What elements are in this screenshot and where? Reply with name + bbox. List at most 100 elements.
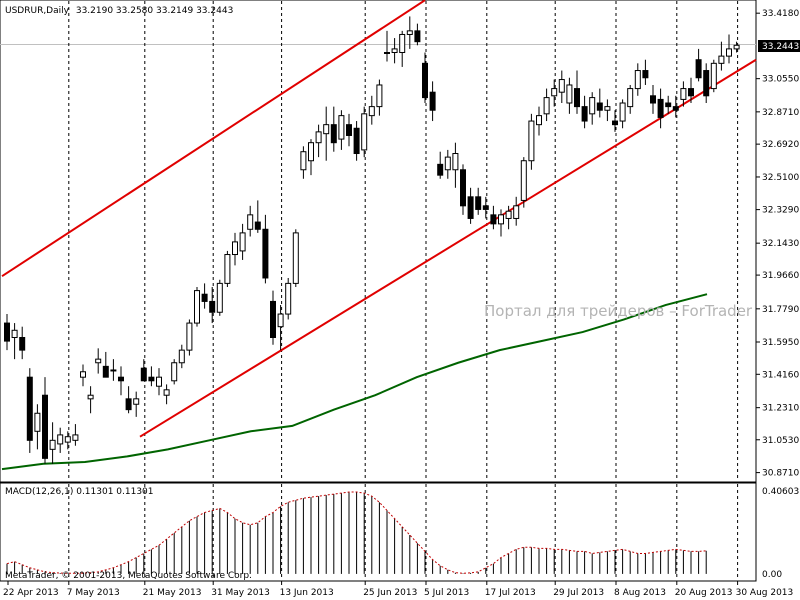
bear-candle	[353, 127, 360, 155]
bull-candle	[224, 254, 231, 284]
bear-candle	[422, 62, 428, 99]
y-tick-label: 31.5950	[762, 338, 799, 348]
bear-candle	[209, 300, 216, 313]
bull-candle	[368, 106, 375, 117]
bull-candle	[452, 153, 459, 171]
copyright-label: MetaTrader, © 2001-2013, MetaQuotes Soft…	[5, 571, 252, 581]
bull-candle	[64, 436, 71, 443]
y-tick-label: 32.6920	[762, 140, 799, 150]
bull-candle	[194, 290, 200, 324]
bull-candle	[726, 48, 732, 57]
bull-candle	[680, 88, 687, 100]
y-tick-label: 33.0550	[762, 75, 799, 85]
bull-candle	[566, 84, 573, 104]
x-tick-label: 25 Jun 2013	[363, 588, 417, 598]
ohlc-label: 33.2190 33.2580 33.2149 33.2443	[76, 6, 233, 16]
bear-candle	[612, 120, 618, 126]
bull-candle	[110, 369, 117, 372]
bear-candle	[118, 376, 124, 382]
bull-candle	[406, 30, 413, 35]
bull-candle	[186, 322, 193, 351]
bear-candle	[467, 196, 474, 219]
bull-candle	[178, 349, 185, 364]
bull-candle	[505, 210, 512, 219]
x-tick-label: 22 Apr 2013	[3, 588, 59, 598]
bear-candle	[148, 376, 155, 382]
bear-candle	[330, 124, 337, 144]
moving-average-line	[1, 293, 708, 471]
bull-candle	[551, 88, 558, 97]
x-tick-label: 17 Jul 2013	[485, 588, 536, 598]
bull-candle	[72, 434, 79, 441]
y-tick-label: 32.8710	[762, 108, 799, 118]
bull-candle	[49, 439, 56, 450]
macd-label: MACD(12,26,1) 0.11301 0.11301	[5, 487, 154, 497]
bear-candle	[642, 70, 649, 79]
bear-candle	[102, 365, 109, 378]
upper-channel-line	[1, 0, 426, 278]
y-tick-label: 31.2310	[762, 404, 799, 414]
bull-candle	[733, 44, 740, 50]
bear-candle	[596, 102, 603, 111]
macd-panel-frame	[0, 482, 757, 582]
symbol-label: USDRUR,Daily	[5, 6, 70, 16]
bear-candle	[346, 124, 352, 136]
bear-candle	[703, 70, 710, 97]
bull-candle	[315, 131, 322, 144]
x-tick-label: 30 Aug 2013	[736, 588, 794, 598]
x-tick-label: 8 Aug 2013	[614, 588, 666, 598]
x-tick-label: 13 Jun 2013	[280, 588, 334, 598]
bull-candle	[710, 62, 717, 90]
x-tick-label: 7 May 2013	[67, 588, 120, 598]
bull-candle	[80, 371, 86, 378]
x-tick-label: 29 Jul 2013	[553, 588, 604, 598]
bear-candle	[140, 367, 147, 382]
macd-signal-line	[6, 491, 707, 574]
bull-candle	[558, 79, 565, 93]
bull-candle	[57, 434, 64, 445]
current-price-label: 33.2443	[762, 42, 799, 52]
bear-candle	[125, 398, 132, 411]
bull-candle	[156, 376, 162, 387]
bear-candle	[262, 228, 269, 279]
bull-candle	[391, 48, 398, 54]
bear-candle	[270, 300, 276, 339]
bear-candle	[672, 106, 679, 111]
bull-candle	[444, 156, 451, 171]
bull-candle	[292, 232, 299, 284]
y-tick-label: 31.4160	[762, 370, 799, 380]
bull-candle	[536, 115, 542, 126]
bear-candle	[42, 394, 48, 459]
y-tick-label: 31.0530	[762, 436, 799, 446]
bull-candle	[543, 97, 550, 115]
bull-candle	[171, 362, 178, 382]
bull-candle	[361, 113, 368, 151]
bear-candle	[26, 376, 33, 441]
lower-channel-line	[139, 58, 757, 438]
bull-candle	[513, 205, 520, 219]
y-tick-label: 30.8710	[762, 469, 799, 479]
bull-candle	[718, 55, 725, 64]
bear-candle	[460, 169, 466, 207]
y-tick-label: 31.9660	[762, 271, 799, 281]
bull-candle	[232, 241, 238, 256]
bull-candle	[589, 97, 596, 115]
bear-candle	[254, 221, 261, 230]
bull-candle	[87, 394, 94, 400]
bull-candle	[239, 232, 246, 252]
x-tick-label: 5 Jul 2013	[424, 588, 469, 598]
bull-candle	[216, 282, 223, 313]
bull-candle	[247, 214, 254, 230]
bear-candle	[437, 163, 444, 176]
bear-candle	[475, 196, 482, 210]
bear-candle	[581, 106, 588, 122]
y-tick-label: 32.5100	[762, 173, 799, 183]
bear-candle	[414, 30, 421, 43]
bear-candle	[490, 214, 497, 225]
bull-candle	[619, 102, 626, 122]
x-tick-label: 20 Aug 2013	[675, 588, 733, 598]
bull-candle	[399, 33, 406, 54]
bear-candle	[657, 98, 664, 118]
y-tick-label: 32.1430	[762, 239, 799, 249]
